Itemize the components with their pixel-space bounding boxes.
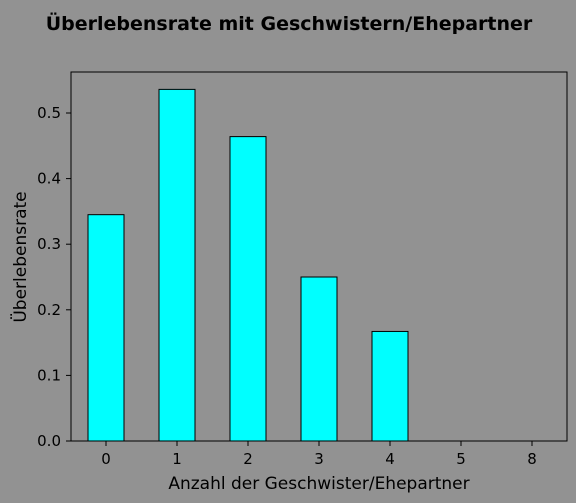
bar-0 <box>87 214 125 442</box>
x-axis-label: Anzahl der Geschwister/Ehepartner <box>168 474 469 494</box>
bar-3 <box>300 276 338 442</box>
y-tick-label-1: 0.1 <box>37 366 61 384</box>
x-tick-label-1: 1 <box>172 450 182 468</box>
x-tick-label-3: 3 <box>314 450 324 468</box>
y-tick-label-3: 0.3 <box>37 235 61 253</box>
y-tick-label-0: 0.0 <box>37 432 61 450</box>
bar-2 <box>229 136 267 442</box>
bar-1 <box>158 88 196 442</box>
bars-group <box>87 88 409 442</box>
y-axis-label: Überlebensrate <box>9 191 31 322</box>
chart-title: Überlebensrate mit Geschwistern/Ehepartn… <box>46 11 533 35</box>
y-tick-label-4: 0.4 <box>37 170 61 188</box>
x-tick-label-5: 5 <box>456 450 466 468</box>
y-tick-label-5: 0.5 <box>37 104 61 122</box>
x-tick-label-4: 4 <box>385 450 395 468</box>
bar-4 <box>371 330 409 442</box>
y-axis-ticks: 0.0 0.1 0.2 0.3 0.4 0.5 <box>37 104 71 450</box>
y-tick-label-2: 0.2 <box>37 301 61 319</box>
x-tick-label-8: 8 <box>527 450 537 468</box>
x-tick-label-0: 0 <box>101 450 111 468</box>
x-axis-ticks: 0 1 2 3 4 5 8 <box>101 441 537 468</box>
x-tick-label-2: 2 <box>243 450 253 468</box>
